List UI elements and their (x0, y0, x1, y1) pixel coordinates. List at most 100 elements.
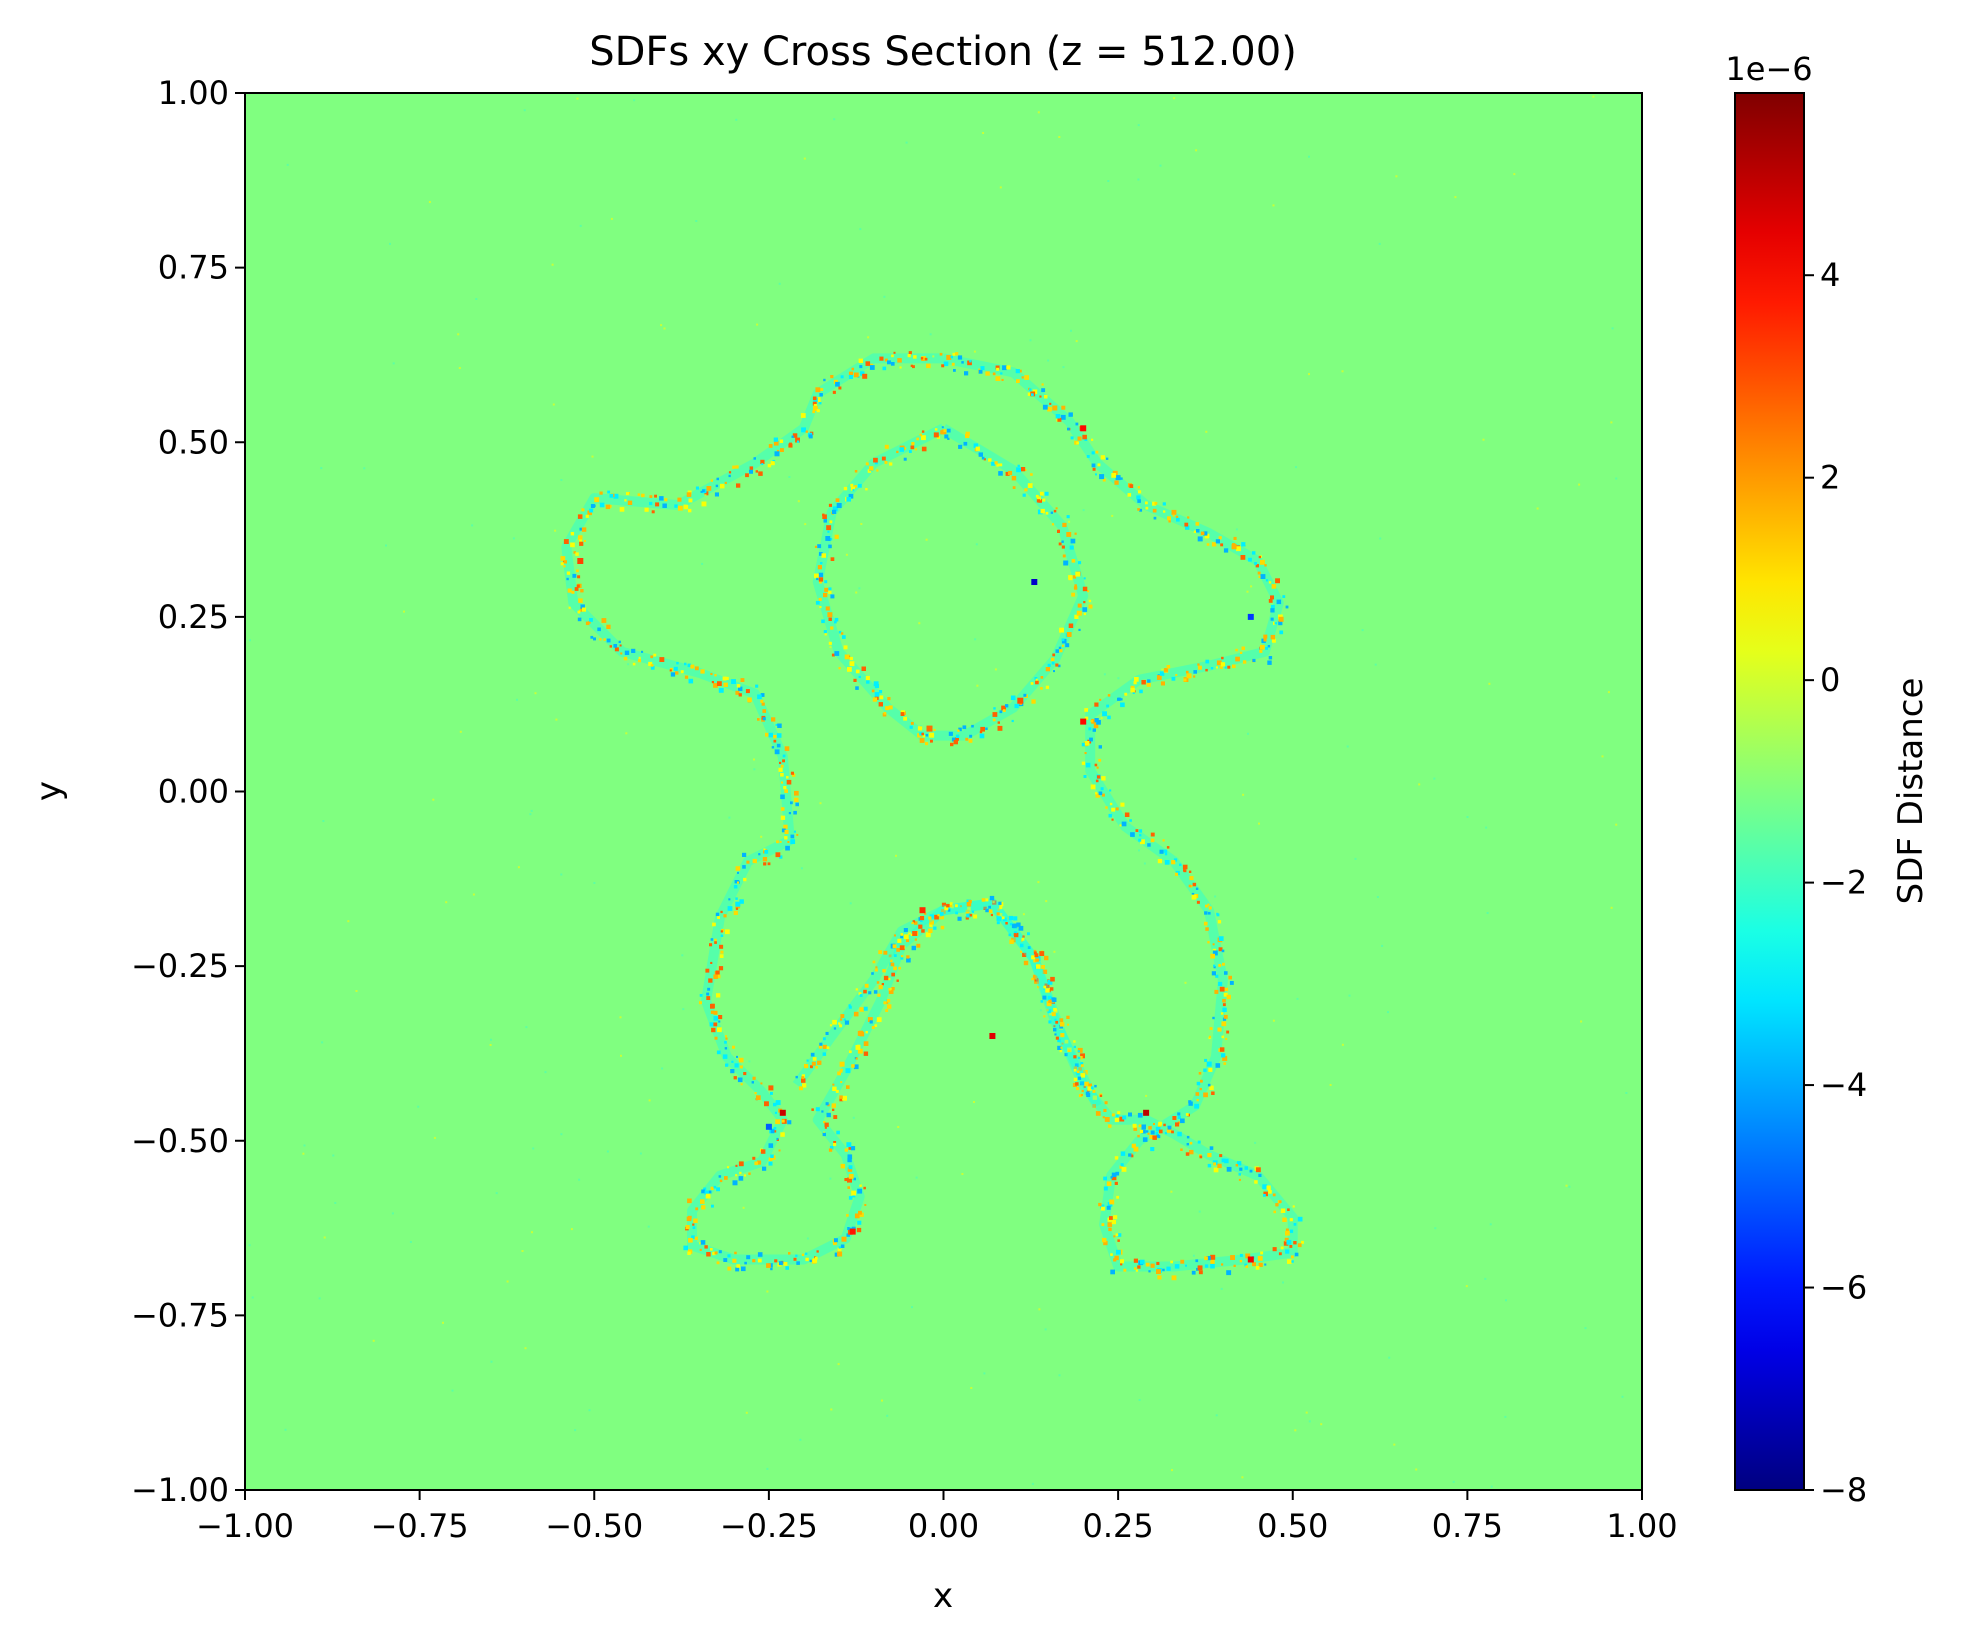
speckle (1106, 1181, 1112, 1186)
speckle (847, 1177, 852, 1183)
speckle (921, 435, 926, 441)
speckle (893, 351, 896, 354)
speckle (1091, 718, 1096, 724)
speckle (846, 1214, 849, 1217)
speckle (1001, 378, 1004, 381)
speckle (950, 355, 953, 359)
speckle (893, 954, 897, 957)
speckle (771, 717, 776, 722)
speckle (735, 465, 739, 469)
speckle (783, 824, 788, 829)
speckle (731, 1060, 734, 1063)
speckle (742, 1206, 745, 1209)
speckle (714, 674, 717, 677)
speckle (700, 1199, 705, 1204)
speckle (860, 371, 865, 376)
speckle (897, 1126, 900, 1128)
speckle (1103, 673, 1106, 676)
speckle (828, 641, 832, 645)
speckle (1100, 455, 1105, 460)
speckle (1035, 958, 1039, 962)
speckle (1137, 499, 1141, 503)
speckle (688, 508, 692, 513)
speckle (939, 912, 944, 916)
speckle (793, 1257, 797, 1261)
speckle (1222, 962, 1225, 966)
speckle (978, 452, 983, 457)
speckle (1162, 1268, 1165, 1272)
speckle (932, 355, 935, 358)
speckle (1486, 912, 1489, 914)
speckle (801, 1078, 806, 1083)
speckle (1047, 979, 1053, 985)
speckle (1140, 839, 1145, 845)
speckle (663, 327, 666, 330)
speckle (724, 1047, 728, 1050)
speckle (1287, 1208, 1290, 1211)
speckle (1138, 490, 1142, 494)
speckle (763, 848, 766, 851)
speckle (855, 686, 859, 690)
speckle (768, 1157, 773, 1162)
speckle (705, 1193, 711, 1199)
speckle (638, 656, 641, 659)
speckle (1050, 976, 1055, 982)
speckle (818, 572, 824, 578)
speckle (1098, 758, 1102, 762)
speckle (727, 1266, 732, 1271)
speckle (1285, 1249, 1290, 1254)
speckle (738, 693, 742, 697)
speckle (1050, 511, 1053, 514)
speckle (610, 217, 613, 220)
hotspot (1247, 613, 1254, 620)
speckle (710, 961, 713, 964)
speckle (1027, 483, 1033, 488)
speckle (920, 919, 923, 923)
speckle (838, 386, 842, 390)
speckle (1272, 1019, 1275, 1022)
speckle (998, 913, 1003, 918)
speckle (1621, 1395, 1624, 1398)
speckle (1280, 1208, 1286, 1213)
speckle (1191, 892, 1195, 896)
speckle (1031, 393, 1034, 396)
speckle (1504, 1415, 1507, 1418)
speckle (1073, 1040, 1076, 1043)
speckle (825, 1102, 829, 1106)
speckle (1227, 665, 1231, 669)
speckle (1083, 601, 1086, 604)
speckle (1418, 783, 1421, 786)
speckle (728, 898, 731, 901)
speckle (623, 656, 628, 661)
speckle (618, 640, 621, 643)
speckle (762, 717, 766, 721)
speckle (718, 966, 724, 971)
speckle (958, 727, 962, 732)
speckle (910, 933, 913, 936)
speckle (777, 1101, 780, 1104)
speckle (490, 1038, 492, 1041)
speckle (969, 360, 972, 363)
speckle (830, 594, 835, 599)
speckle (1043, 985, 1047, 989)
x-tick-label: −0.25 (720, 1507, 818, 1545)
speckle (585, 514, 589, 518)
speckle (489, 1044, 492, 1046)
speckle (1214, 989, 1219, 994)
speckle (768, 1085, 774, 1091)
speckle (920, 357, 924, 360)
speckle (560, 1133, 563, 1136)
speckle (1189, 1141, 1193, 1145)
speckle (677, 505, 683, 511)
speckle (1053, 1007, 1057, 1012)
speckle (1278, 621, 1283, 626)
speckle (1279, 1200, 1282, 1203)
speckle (888, 977, 891, 981)
speckle (1226, 1030, 1230, 1034)
speckle (893, 966, 897, 971)
speckle (725, 1037, 728, 1040)
speckle (971, 724, 974, 728)
speckle (1132, 1123, 1137, 1128)
speckle (1434, 1227, 1437, 1230)
